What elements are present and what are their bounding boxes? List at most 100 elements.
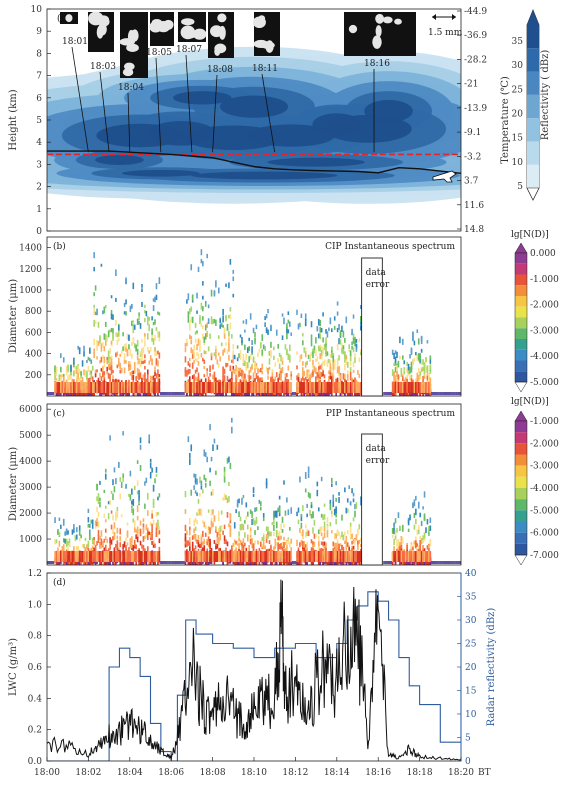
- spectrum-cell: [146, 346, 149, 352]
- spectrum-cell: [146, 551, 149, 562]
- spectrum-cell: [103, 306, 106, 314]
- spectrum-cell: [122, 382, 124, 393]
- spectrum-cell: [399, 525, 401, 530]
- spectrum-cell: [280, 382, 282, 393]
- spectrum-cell: [264, 382, 266, 393]
- spectrum-cell: [303, 378, 306, 385]
- spectrum-cell: [306, 382, 308, 393]
- spectrum-cell: [419, 359, 421, 364]
- spectrum-cell: [110, 539, 113, 545]
- spectrum-cell: [144, 354, 146, 359]
- spectrum-cell: [423, 375, 426, 379]
- spectrum-cell: [241, 337, 243, 343]
- spectrum-cell: [81, 382, 84, 393]
- spectrum-cell: [100, 368, 103, 372]
- panel-b-y-tick-label: 800: [25, 307, 42, 317]
- spectrum-cell: [328, 359, 330, 364]
- spectrum-cell: [428, 559, 430, 565]
- spectrum-cell: [89, 551, 91, 562]
- spectrum-cell: [102, 382, 104, 393]
- spectrum-cell: [236, 391, 239, 396]
- spectrum-cell: [244, 329, 246, 333]
- spectrum-cell: [190, 347, 193, 354]
- spectrum-cell: [91, 537, 94, 545]
- spectrum-cell: [328, 382, 330, 393]
- spectrum-cell: [422, 535, 424, 542]
- spectrum-cell: [254, 332, 256, 338]
- spectrum-cell: [145, 378, 148, 383]
- spectrum-cell: [191, 349, 194, 356]
- spectrum-cell: [96, 496, 98, 502]
- spectrum-cell: [215, 382, 217, 393]
- spectrum-cell: [71, 529, 74, 535]
- spectrum-cell: [194, 561, 197, 565]
- spectrum-cell: [112, 369, 114, 374]
- spectrum-cell: [359, 326, 362, 331]
- spectrum-cell: [87, 560, 90, 565]
- spectrum-cell: [186, 370, 188, 377]
- spectrum-cell: [346, 361, 349, 368]
- spectrum-cell: [206, 382, 208, 393]
- spectrum-cell: [254, 551, 256, 562]
- spectrum-cell: [309, 493, 311, 499]
- spectrum-cell: [459, 392, 461, 395]
- spectrum-cell: [406, 391, 408, 395]
- spectrum-cell: [348, 392, 350, 396]
- spectrum-cell: [135, 382, 137, 393]
- spectrum-cell: [341, 325, 343, 333]
- spectrum-cell: [384, 392, 387, 395]
- spectrum-cell: [258, 382, 261, 393]
- spectrum-cell: [152, 338, 155, 345]
- spectrum-cell: [271, 391, 274, 396]
- spectrum-cell: [83, 369, 85, 376]
- particle-thumbnail-2: 18:04: [118, 12, 148, 93]
- spectrum-cell: [302, 529, 304, 537]
- spectrum-cell: [261, 392, 264, 396]
- spectrum-cell: [290, 373, 293, 381]
- spectrum-cell: [273, 546, 275, 553]
- spectrum-cell: [320, 356, 323, 360]
- spectrum-cell: [97, 551, 100, 562]
- spectrum-cell: [339, 330, 342, 337]
- spectrum-cell: [173, 561, 175, 564]
- spectrum-cell: [226, 561, 229, 565]
- spectrum-cell: [107, 391, 110, 396]
- spectrum-cell: [304, 318, 307, 326]
- spectrum-cell: [406, 549, 408, 553]
- spectrum-cell: [284, 541, 287, 545]
- spectrum-cell: [354, 357, 356, 363]
- colorbar-cip-tick: 0.000: [530, 249, 556, 259]
- spectrum-cell: [229, 462, 232, 470]
- spectrum-cell: [239, 561, 242, 565]
- spectrum-cell: [212, 382, 214, 393]
- spectrum-cell: [399, 559, 401, 565]
- spectrum-cell: [133, 382, 136, 393]
- spectrum-cell: [146, 382, 149, 393]
- spectrum-cell: [417, 529, 420, 535]
- spectrum-cell: [77, 560, 80, 565]
- spectrum-cell: [416, 372, 419, 379]
- spectrum-cell: [202, 530, 204, 537]
- spectrum-cell: [415, 508, 417, 516]
- spectrum-cell: [287, 319, 290, 324]
- spectrum-cell: [186, 540, 188, 547]
- spectrum-cell: [304, 472, 307, 479]
- spectrum-cell: [277, 532, 279, 538]
- spectrum-cell: [265, 478, 268, 485]
- spectrum-cell: [238, 511, 240, 517]
- spectrum-cell: [131, 551, 133, 562]
- spectrum-cell: [317, 333, 320, 339]
- spectrum-cell: [207, 509, 210, 513]
- spectrum-cell: [396, 371, 398, 377]
- spectrum-cell: [210, 525, 213, 531]
- spectrum-cell: [252, 548, 255, 554]
- spectrum-cell: [74, 535, 77, 541]
- spectrum-cell: [286, 332, 288, 340]
- colorbar-cip-top: [514, 242, 528, 254]
- spectrum-cell: [231, 417, 233, 423]
- spectrum-cell: [122, 473, 124, 478]
- spectrum-cell: [355, 551, 358, 562]
- spectrum-cell: [338, 324, 340, 330]
- spectrum-cell: [210, 354, 213, 361]
- spectrum-cell: [248, 392, 251, 396]
